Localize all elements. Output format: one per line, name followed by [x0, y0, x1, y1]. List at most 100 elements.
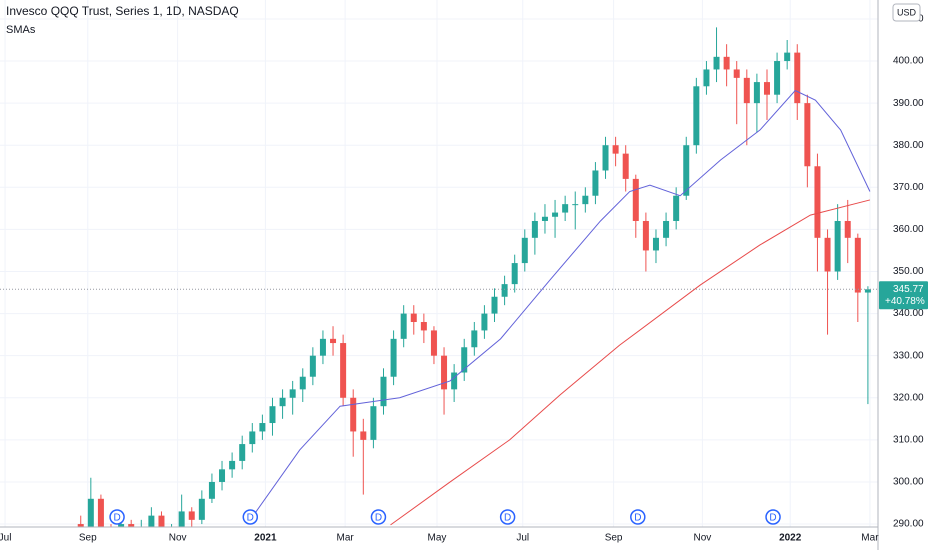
candle-body: [501, 284, 508, 297]
candle-body: [299, 376, 306, 390]
currency-box[interactable]: [892, 3, 921, 22]
candle-body: [663, 220, 670, 238]
candle-body: [188, 511, 195, 520]
candle-body: [390, 338, 397, 377]
y-tick-label: 290.00: [893, 519, 924, 530]
dividend-marker: [630, 509, 646, 525]
candle-body: [753, 82, 760, 104]
x-tick-label: Mar: [337, 533, 355, 544]
candle-body: [541, 216, 548, 221]
candle-body: [269, 406, 276, 424]
candle-body: [683, 145, 690, 196]
x-tick-label: Jul: [0, 533, 11, 544]
x-tick-label: Sep: [79, 533, 97, 544]
candle-body: [370, 406, 377, 440]
dividend-label: D: [769, 513, 776, 524]
candle-body: [572, 204, 579, 206]
candle-body: [420, 322, 427, 331]
sma-line: [390, 199, 871, 526]
candle-body: [854, 237, 861, 293]
candle-body: [451, 372, 458, 390]
last-price-box: [879, 281, 928, 310]
candle-body: [309, 355, 316, 377]
candle-body: [703, 69, 710, 87]
candle-body: [743, 77, 750, 104]
dividend-marker: [242, 509, 259, 525]
candle-body: [178, 511, 185, 527]
candle-body: [864, 289, 871, 293]
candle-body: [562, 204, 569, 213]
candle-body: [319, 338, 326, 356]
dividend-marker: [370, 509, 387, 525]
candle-body: [642, 220, 649, 251]
dividend-marker: [109, 509, 125, 525]
candle-body: [612, 145, 619, 154]
dividend-label: D: [375, 513, 382, 524]
candle-body: [713, 56, 720, 70]
y-tick-label: 400.00: [893, 56, 924, 67]
candle-body: [723, 56, 730, 70]
candle-body: [198, 498, 205, 520]
sma-line: [249, 89, 871, 521]
last-price: 345.77: [893, 284, 924, 295]
candle-body: [279, 397, 286, 407]
y-tick-label: 360.00: [893, 224, 924, 235]
candle-body: [824, 237, 831, 272]
candle-body: [108, 532, 114, 536]
candle-body: [87, 498, 94, 527]
candle-body: [330, 338, 337, 344]
candle-body: [511, 263, 518, 285]
candle-body: [289, 389, 296, 398]
candle-body: [673, 195, 680, 221]
candle-body: [531, 220, 538, 238]
y-tick-label: 340.00: [893, 308, 924, 319]
candle-body: [208, 481, 215, 499]
candle-body: [430, 330, 437, 356]
y-tick-label: 350.00: [893, 266, 924, 277]
candle-body: [763, 82, 770, 95]
x-tick-label: Nov: [169, 533, 187, 544]
dividend-label: D: [634, 513, 641, 524]
candle-body: [733, 69, 740, 78]
candle-body: [481, 313, 488, 331]
currency[interactable]: USD: [897, 7, 917, 17]
candle-body: [693, 86, 700, 146]
x-tick-label: Sep: [605, 533, 623, 544]
candle-body: [844, 220, 851, 238]
y-tick-label: 370.00: [893, 182, 924, 193]
candle-body: [461, 347, 468, 373]
x-tick-label: Jul: [516, 533, 529, 544]
candle-body: [380, 376, 387, 407]
candle-body: [138, 528, 144, 541]
candle-body: [360, 431, 367, 440]
candle-body: [219, 469, 226, 482]
dividend-marker: [499, 509, 516, 525]
last-change: +40.78%: [885, 296, 925, 307]
candle-body: [229, 460, 236, 470]
candle-body: [602, 145, 609, 171]
candle-body: [632, 178, 639, 221]
grid: [0, 0, 878, 527]
candle-body: [259, 423, 266, 432]
candle-body: [471, 330, 478, 348]
candle-body: [774, 61, 781, 95]
candle-body: [814, 166, 821, 238]
candle-body: [784, 52, 791, 62]
indicator-label: SMAs: [6, 24, 36, 36]
dividend-label: D: [504, 513, 511, 524]
candle-body: [592, 170, 599, 196]
x-tick-label: May: [428, 533, 447, 544]
y-tick-label: 330.00: [893, 350, 924, 361]
candle-body: [239, 444, 246, 461]
y-tick-label: 300.00: [893, 477, 924, 488]
candle-body: [794, 52, 801, 104]
candle-body: [77, 524, 84, 527]
candle-body: [118, 524, 125, 527]
y-tick-label: 390.00: [893, 98, 924, 109]
x-tick-label: 2022: [779, 533, 802, 544]
candle-body: [834, 220, 841, 272]
candle-body: [491, 296, 498, 314]
candle-body: [97, 498, 104, 527]
